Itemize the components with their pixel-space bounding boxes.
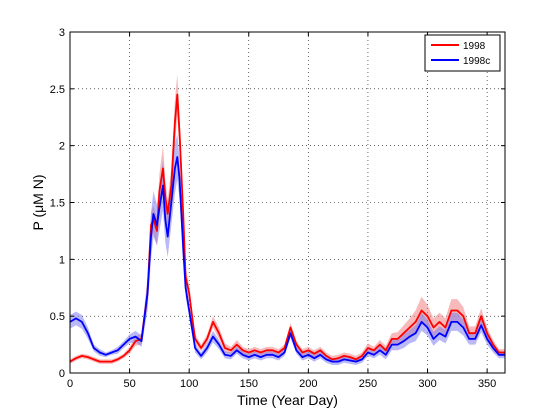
x-tick-label: 200 (299, 378, 317, 390)
tick-labels: 0 50 100 150 200 250 300 350 0 0.5 1 1.5 2 2.5 3 (50, 27, 497, 390)
y-tick-label: 2.5 (50, 84, 65, 96)
x-tick-label: 0 (67, 378, 73, 390)
band-1998c (70, 134, 505, 365)
y-tick-label: 1 (59, 254, 65, 266)
x-tick-label: 150 (240, 378, 258, 390)
plot-area: 0 50 100 150 200 250 300 350 0 0.5 1 1.5 2 2.5 3 (50, 27, 506, 390)
x-tick-label: 100 (180, 378, 198, 390)
legend-label-1998: 1998 (463, 41, 486, 52)
line-1998c (69, 156, 505, 363)
legend: 1998 1998c (424, 34, 501, 72)
y-tick-label: 3 (59, 27, 65, 39)
y-tick-label: 2 (59, 141, 65, 153)
x-axis-title: Time (Year Day) (237, 392, 338, 408)
x-tick-label: 300 (418, 378, 436, 390)
x-tick-label: 350 (478, 378, 496, 390)
y-tick-label: 1.5 (50, 198, 65, 210)
legend-label-1998c: 1998c (463, 56, 490, 67)
legend-box (424, 34, 501, 72)
y-tick-label: 0 (59, 368, 65, 380)
series-lines (69, 93, 505, 363)
ticks (69, 31, 505, 374)
x-tick-label: 50 (123, 378, 135, 390)
y-tick-label: 0.5 (50, 311, 65, 323)
y-axis-title: P (μM N) (30, 174, 46, 230)
x-tick-label: 250 (359, 378, 377, 390)
